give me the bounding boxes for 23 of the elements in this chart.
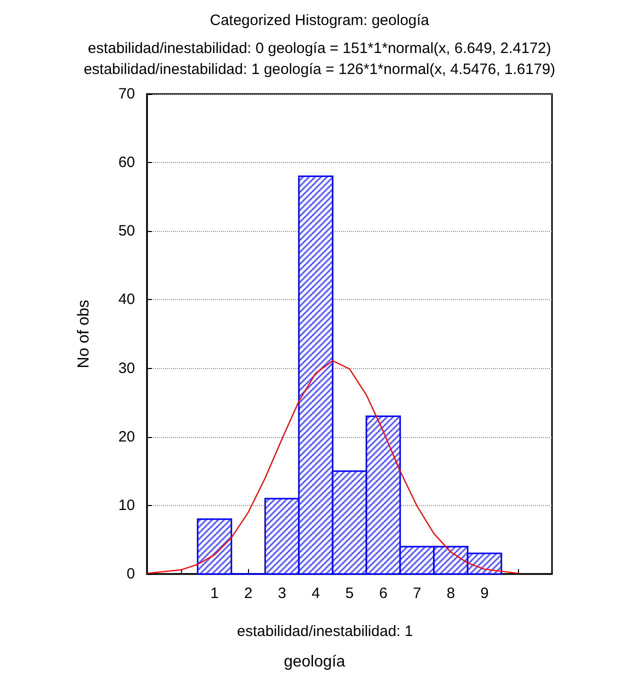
x-tick-label: 8 <box>446 585 455 602</box>
y-tick-label: 20 <box>118 428 135 446</box>
x-tick-label: 7 <box>412 585 422 602</box>
y-tick-label: 50 <box>118 222 135 240</box>
x-axis-title: geología <box>284 654 346 670</box>
line-series <box>146 360 519 574</box>
x-tick-label: 4 <box>312 585 320 602</box>
y-tick-label: 70 <box>118 86 135 102</box>
x-tick-label: 3 <box>278 585 286 602</box>
x-tick-label: 5 <box>345 585 354 602</box>
y-tick-label: 30 <box>118 360 135 377</box>
x-tick-label: 6 <box>379 585 388 602</box>
y-axis-title: No of obs <box>76 300 92 368</box>
x-tick-label: 1 <box>210 585 219 602</box>
y-tick-label: 40 <box>118 291 135 308</box>
x-tick-label: 2 <box>244 585 252 602</box>
y-tick-label: 60 <box>118 154 135 172</box>
x-tick-label: 9 <box>480 585 489 602</box>
y-tick-label: 0 <box>126 566 135 582</box>
y-tick-label: 10 <box>118 496 135 514</box>
chart-subtitle: estabilidad/inestabilidad: 0 geología = 151*1*normal(x, 6.649, 2.4172) estabilidad/inestabilidad: 1 geología = 126*1*normal(x, 4.5476, 1.6179) <box>84 40 556 78</box>
text: estabilidad/inestabilidad: 1 <box>237 623 413 640</box>
chart-title: Categorized Histogram: geología <box>210 12 430 29</box>
